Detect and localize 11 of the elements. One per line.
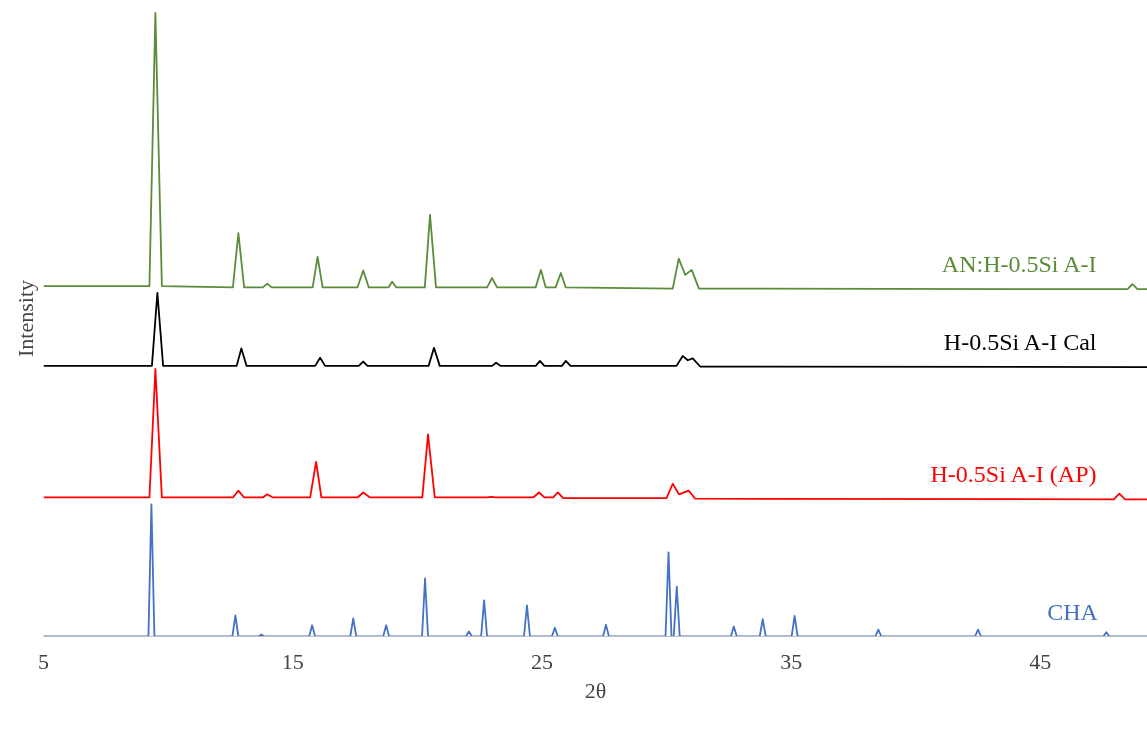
x-tick-label: 15 xyxy=(281,648,304,674)
series-label: H-0.5Si A-I Cal xyxy=(943,329,1097,356)
x-axis-title: 2θ xyxy=(584,677,607,703)
x-tick-label: 25 xyxy=(530,648,553,674)
series-label: H-0.5Si A-I (AP) xyxy=(930,461,1097,488)
series-label: CHA xyxy=(1047,598,1099,625)
x-tick-label: 5 xyxy=(38,648,49,674)
x-tick-label: 35 xyxy=(780,648,803,674)
series-label: AN:H-0.5Si A-I xyxy=(941,251,1097,278)
x-tick-label: 45 xyxy=(1029,648,1052,674)
y-axis-title: Intensity xyxy=(12,279,38,357)
